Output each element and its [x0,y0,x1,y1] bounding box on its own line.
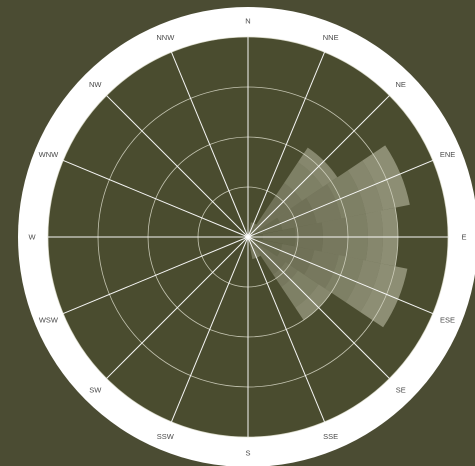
spoke-sw [106,236,249,379]
spoke-nnw [171,52,249,238]
direction-label-nne: NNE [323,33,339,42]
spoke-ne [247,95,390,238]
spoke-sse [247,236,325,422]
direction-label-se: SE [396,385,406,394]
spoke-wsw [63,236,249,314]
direction-label-ese: ESE [440,315,455,324]
direction-label-n: N [245,17,250,26]
spoke-wnw [63,160,249,238]
direction-label-ne: NE [396,80,406,89]
wedge-ene-band-7 [347,160,383,214]
wedge-ene-band-6 [326,170,366,219]
wedge-ese-band-5 [304,250,339,289]
direction-label-sw: SW [89,385,102,394]
wedge-ese-band-6 [324,255,364,303]
wedge-sse-band-5 [250,247,261,260]
direction-label-ssw: SSW [157,432,175,441]
direction-label-nw: NW [89,80,102,89]
wedge-ese-band-8 [360,263,408,328]
wedge-ese-band-4 [277,243,315,275]
direction-label-ene: ENE [440,150,455,159]
wedge-ese-band-7 [345,259,381,313]
direction-label-wnw: WNW [39,150,59,159]
direction-label-nnw: NNW [156,33,175,42]
direction-label-sse: SSE [323,432,338,441]
spoke-ssw [171,236,249,422]
spoke-nne [247,52,325,238]
spoke-se [247,236,390,379]
direction-label-s: S [245,449,250,458]
spoke-nw [106,95,249,238]
wedge-ene-band-5 [306,184,342,224]
wedge-nne-band-4 [248,222,257,237]
direction-label-e: E [461,233,466,242]
wedge-ene-band-4 [277,198,317,231]
direction-label-wsw: WSW [39,315,59,324]
spoke-ene [247,160,433,238]
spoke-ese [247,236,433,314]
direction-label-w: W [28,233,36,242]
